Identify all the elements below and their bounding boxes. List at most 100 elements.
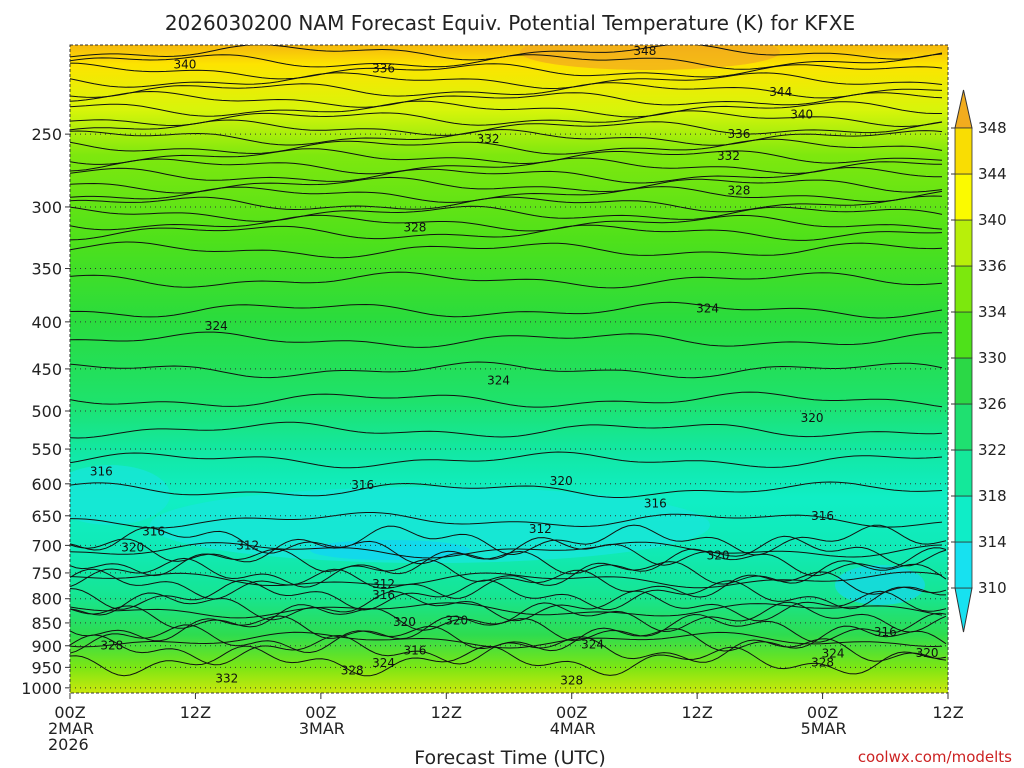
contour-line (70, 571, 943, 589)
contour-line (70, 62, 943, 80)
contour-line (70, 631, 943, 649)
x-tick-label: 5MAR (801, 719, 847, 738)
contour-line (70, 331, 943, 348)
x-tick-label: 2MAR (48, 719, 94, 738)
x-tick-label: 00Z (807, 703, 838, 722)
contour-label-320: 320 (393, 615, 416, 629)
contour-line (70, 148, 943, 165)
contour-label-324: 324 (581, 637, 604, 651)
contour-line (70, 90, 943, 108)
contour-line (70, 421, 943, 439)
colorbar-bottom-arrow (954, 587, 973, 633)
y-tick-label-450: 450 (31, 360, 62, 379)
colorbar-label-318: 318 (978, 487, 1007, 505)
colorbar-label-310: 310 (978, 579, 1007, 597)
y-tick-label-850: 850 (31, 614, 62, 633)
colorbar-label-326: 326 (978, 395, 1007, 413)
colorbar-label-314: 314 (978, 533, 1007, 551)
contour-label-324: 324 (822, 647, 845, 661)
x-tick-label: 12Z (932, 703, 963, 722)
contour-line-lower (70, 547, 947, 577)
field-patch-cool-core (150, 487, 710, 563)
contour-label-332: 332 (215, 672, 238, 686)
contour-line (70, 602, 943, 619)
contour-line-lower (70, 645, 947, 677)
contour-label-336: 336 (372, 61, 395, 75)
x-tick-label: 00Z (54, 703, 85, 722)
colorbar: 310 314 318 322 326 330 334 336 340 344 348 (951, 89, 1007, 633)
y-tick-label-300: 300 (31, 198, 62, 217)
contour-line (70, 205, 943, 222)
x-tick-label: 00Z (556, 703, 587, 722)
contour-line (70, 271, 943, 289)
contour-label-328: 328 (403, 221, 426, 235)
y-tick-label-350: 350 (31, 260, 62, 279)
contour-label-328: 328 (727, 184, 750, 198)
contour-label-340: 340 (174, 57, 197, 71)
contour-line (70, 138, 943, 155)
x-tick-label: 12Z (431, 703, 462, 722)
contour-line (70, 224, 943, 241)
field-patch-cool-left (70, 465, 170, 525)
contour-line (70, 451, 943, 469)
contour-label-332: 332 (717, 149, 740, 163)
contour-line (70, 186, 943, 203)
contour-label-316: 316 (644, 496, 667, 510)
y-tick-label-250: 250 (31, 125, 62, 144)
contour-label-312: 312 (529, 522, 552, 536)
colorbar-segment (954, 403, 973, 451)
contour-label-324: 324 (372, 656, 395, 670)
field-patch-cool-right (835, 565, 925, 605)
colorbar-label-322: 322 (978, 441, 1007, 459)
contour-line (70, 214, 943, 232)
contour-line (70, 481, 943, 498)
y-tick-label-700: 700 (31, 536, 62, 555)
colorbar-label-334: 334 (978, 303, 1007, 321)
contour-label-332: 332 (477, 132, 500, 146)
contour-lines (70, 45, 947, 677)
colorbar-segment (954, 265, 973, 313)
contour-label-340: 340 (790, 107, 813, 121)
colorbar-segment (954, 173, 973, 221)
colorbar-segment (954, 449, 973, 497)
y-axis: 250 300 350 400 450 500 550 600 650 700 750 800 850 9… (21, 125, 70, 698)
credit-text: coolwx.com/modelts (858, 748, 1012, 766)
contour-line (70, 72, 943, 90)
chart-title: 2026030200 NAM Forecast Equiv. Potential… (165, 11, 855, 35)
contour-label-328: 328 (100, 638, 123, 652)
contour-label-316: 316 (874, 625, 897, 639)
contour-line (70, 241, 943, 259)
contour-line (70, 119, 943, 136)
contour-label-316: 316 (90, 465, 113, 479)
contour-label-316: 316 (403, 644, 426, 658)
contour-label-316: 316 (351, 478, 374, 492)
y-tick-label-400: 400 (31, 313, 62, 332)
colorbar-segment (954, 219, 973, 267)
colorbar-top-arrow (954, 89, 973, 129)
y-tick-label-500: 500 (31, 402, 62, 421)
contour-line-lower (70, 612, 947, 643)
y-tick-label-600: 600 (31, 475, 62, 494)
contour-label-320: 320 (916, 646, 939, 660)
x-tick-label: 2026 (48, 735, 89, 754)
colorbar-segment (954, 127, 973, 175)
contour-label-320: 320 (550, 474, 573, 488)
x-tick-label: 12Z (180, 703, 211, 722)
contour-label-344: 344 (769, 85, 792, 99)
contour-line (70, 195, 943, 213)
colorbar-segment (954, 357, 973, 405)
contour-line (70, 391, 943, 408)
y-tick-label-550: 550 (31, 440, 62, 459)
y-tick-label-1000: 1000 (21, 679, 62, 698)
contour-label-328: 328 (560, 674, 583, 688)
contour-line (70, 110, 943, 128)
y-tick-label-800: 800 (31, 590, 62, 609)
contour-label-324: 324 (696, 302, 719, 316)
contour-line (70, 157, 942, 175)
colorbar-segment (954, 311, 973, 359)
y-tick-label-650: 650 (31, 507, 62, 526)
colorbar-label-336: 336 (978, 257, 1007, 275)
